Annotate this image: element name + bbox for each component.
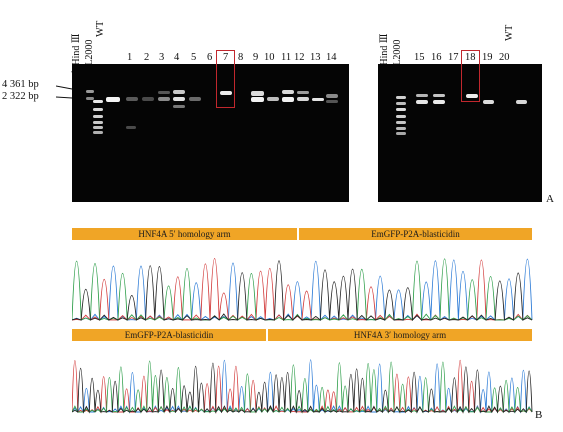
base-call-strip-2: [72, 344, 532, 350]
lane-label: 1: [127, 52, 133, 63]
lane-label: 17: [448, 52, 459, 63]
lane-label: 12: [294, 52, 305, 63]
bar-emgfp-p2a-blasticidin-2: EmGFP-P2A-blasticidin: [72, 329, 266, 341]
lane-label: 14: [326, 52, 337, 63]
bar-emgfp-p2a-blasticidin-1: EmGFP-P2A-blasticidin: [299, 228, 532, 240]
trace-channel-2: [72, 258, 533, 322]
trace-channel-2: [72, 360, 533, 414]
bar-hnf4a-5-homology-arm: HNF4A 5′ homology arm: [72, 228, 297, 240]
lane-label: 9: [253, 52, 259, 63]
bar-hnf4a-3-homology-arm: HNF4A 3′ homology arm: [268, 329, 532, 341]
left-gel-image: [72, 64, 349, 202]
trace-channel-0: [72, 259, 533, 322]
lane-label: 4: [174, 52, 180, 63]
size-marker-4361: 4 361 bp: [2, 79, 39, 90]
panel-label-a: A: [546, 193, 554, 205]
lane-label: WT: [95, 20, 106, 37]
highlight-box-lane-7: [216, 50, 235, 108]
lane-label: 15: [414, 52, 425, 63]
lane-label: 19: [482, 52, 493, 63]
size-marker-pointers: [56, 85, 73, 99]
size-marker-2322: 2 322 bp: [2, 91, 39, 102]
panel-label-b: B: [535, 409, 543, 421]
lane-label: 16: [431, 52, 442, 63]
lane-label-highlighted: 18: [465, 52, 476, 63]
base-call-strip-1: [72, 243, 532, 249]
trace-channel-3: [72, 260, 533, 322]
lane-label: 20: [499, 52, 510, 63]
chromatogram-1: [72, 258, 533, 322]
lane-label: 11: [281, 52, 292, 63]
trace-channel-3: [72, 362, 533, 414]
lane-label: WT: [504, 24, 515, 41]
lane-label: 3: [159, 52, 165, 63]
lane-label: 5: [191, 52, 197, 63]
lane-label: 8: [238, 52, 244, 63]
highlight-box-lane-18: [461, 50, 480, 102]
lane-label: 2: [144, 52, 150, 63]
lane-label: 10: [264, 52, 275, 63]
chromatogram-2: [72, 359, 533, 414]
right-gel-image: [378, 64, 542, 202]
trace-channel-1: [72, 258, 533, 322]
lane-label: 6: [207, 52, 213, 63]
lane-label: 13: [310, 52, 321, 63]
lane-label-highlighted: 7: [223, 52, 229, 63]
